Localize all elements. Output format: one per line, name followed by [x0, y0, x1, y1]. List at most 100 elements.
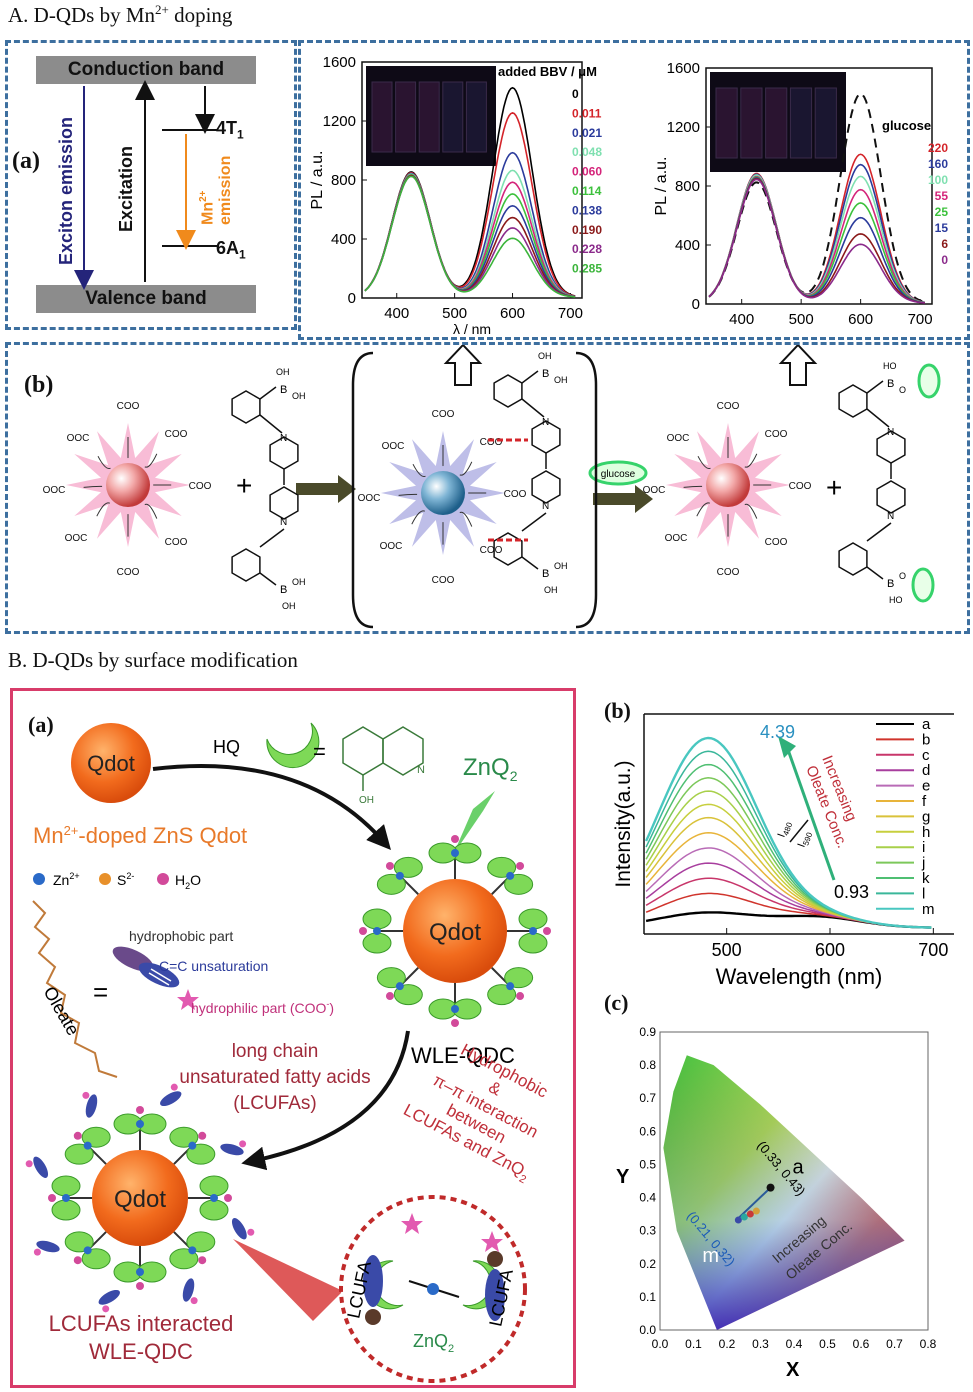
x-tick-label: 500 [442, 305, 467, 322]
legend-entry: 100 [928, 173, 948, 187]
mn-emission-sup: 2+ [198, 190, 209, 202]
zn-center [395, 871, 404, 880]
hydroxyl: O [899, 571, 906, 581]
y-tick-label: 0.2 [639, 1257, 656, 1271]
ligand-chain [744, 503, 758, 519]
lcufas-interacted-line2: WLE-QDC [89, 1339, 193, 1364]
pyridinium-ring [876, 480, 906, 514]
y-tick-label: 0 [348, 290, 356, 307]
lcufa-chain [36, 1240, 60, 1253]
carboxylate-label: COO [432, 575, 455, 586]
hydroxyl: OH [554, 375, 568, 385]
water [136, 1106, 144, 1114]
level-4t1-label: 4T1 [216, 118, 244, 142]
bond [259, 414, 283, 434]
mn-doped-zns-label: Mn2+-doped ZnS Qdot [33, 823, 247, 848]
zn-center [136, 1268, 144, 1276]
legend-zn: Zn2+ [53, 871, 80, 888]
vial [418, 81, 440, 153]
y-tick-label: 0.5 [639, 1157, 656, 1171]
pl-series-8 [708, 178, 925, 304]
boron-atom: B [280, 584, 287, 596]
ligand-chain [97, 455, 111, 470]
water [136, 1282, 144, 1290]
legend-label: g [922, 808, 930, 825]
vial [765, 87, 788, 159]
lcufa-line2: unsaturated fatty acids [179, 1067, 370, 1088]
nitrogen-atom: N [887, 511, 894, 522]
lcufa-chain [33, 1156, 49, 1178]
legend-label: d [922, 762, 930, 779]
lcufa-chain [85, 1094, 98, 1118]
legend-title: glucose [882, 118, 931, 133]
legend-entry: 0 [572, 87, 579, 101]
hydroxyl: OH [276, 367, 290, 377]
mn-emission-line1: Mn [199, 201, 217, 225]
zn-center [506, 982, 515, 991]
carboxylate-label: OOC [67, 433, 90, 444]
vial [814, 87, 837, 159]
legend-entry: 0.228 [572, 242, 602, 256]
nitrogen-atom: N [542, 501, 549, 512]
zoom-detail [363, 1213, 505, 1325]
legend-entry: 0.138 [572, 203, 602, 217]
qd-core [106, 463, 150, 507]
legend-label: f [922, 793, 927, 810]
oleate-icon [112, 946, 199, 1010]
lcufa-head [102, 1305, 110, 1313]
zn-center [136, 1120, 144, 1128]
hq-ligand [199, 1175, 229, 1197]
x-tick-label: 500 [789, 311, 814, 328]
section-a-title-tail: doping [168, 3, 233, 27]
benzene-ring [231, 548, 261, 582]
vial [371, 81, 393, 153]
legend-entry: 25 [935, 205, 949, 219]
x-tick-label: 500 [712, 940, 742, 960]
water [516, 861, 525, 870]
water [385, 861, 394, 870]
water [451, 835, 459, 843]
excitation-label: Excitation [116, 145, 136, 232]
x-tick-label: 0.0 [652, 1337, 669, 1351]
water [385, 992, 394, 1001]
bond [259, 572, 277, 586]
nitrogen-atom: N [280, 433, 287, 444]
lcufa-chain [98, 1289, 120, 1305]
ligand-chain [683, 485, 703, 488]
x-tick-label: 0.1 [685, 1337, 702, 1351]
legend-label: a [922, 716, 931, 733]
level-4t1-sub: 1 [237, 127, 244, 142]
hydroxyl: OH [554, 561, 568, 571]
y-tick-label: 0.4 [639, 1191, 656, 1205]
x-axis-label: λ / nm [453, 321, 491, 336]
point-a-label: a [793, 1157, 805, 1179]
hq-ligand [518, 908, 548, 930]
carboxylate-label: COO [765, 537, 788, 548]
vial [789, 87, 813, 159]
x-tick-label: 700 [918, 940, 948, 960]
y-tick-label: 1200 [323, 113, 356, 130]
water [198, 1256, 207, 1265]
y-tick-label: 400 [331, 231, 356, 248]
section-a-title-sup: 2+ [155, 2, 169, 17]
benzene-ring [231, 390, 261, 424]
zn-center [210, 1194, 218, 1202]
section-a-title: A. D-QDs by Mn2+ doping [8, 2, 232, 28]
znq2-label: ZnQ2 [463, 754, 518, 784]
legend-label: k [922, 870, 930, 887]
water-icon [157, 873, 169, 885]
ratio-low: 0.93 [834, 882, 869, 902]
lcufa-chain [231, 1218, 247, 1240]
vial [442, 81, 464, 153]
hq-ligand [199, 1199, 229, 1221]
pl-series-2 [708, 163, 926, 304]
glucose-ring [911, 567, 935, 603]
boron-atom: B [887, 578, 894, 590]
glucose-ring [917, 363, 941, 399]
y-tick-label: 0.1 [639, 1290, 656, 1304]
carboxylate-label: COO [789, 481, 812, 492]
bond [521, 370, 539, 384]
cie-point-series [734, 1216, 742, 1224]
